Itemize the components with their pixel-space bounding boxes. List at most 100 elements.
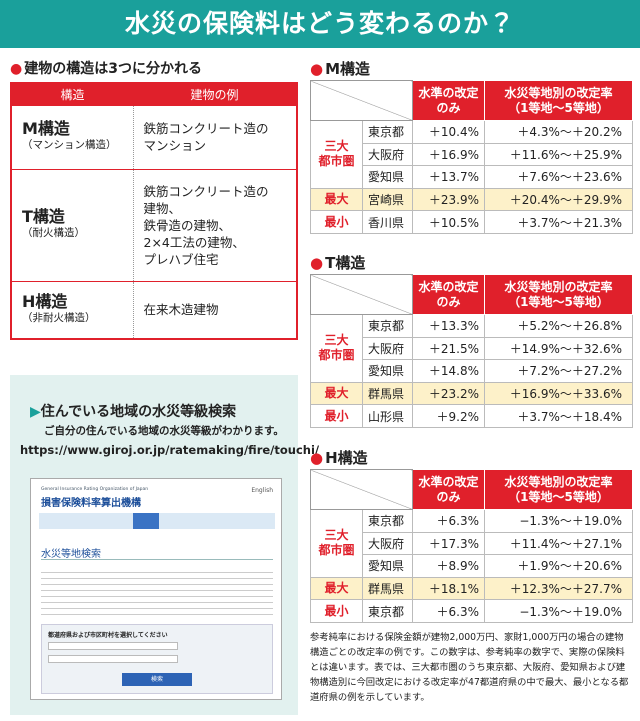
header-line: 水災等地別の改定率 xyxy=(504,474,613,489)
range-rate: ＋4.3%～＋20.2% xyxy=(484,120,633,144)
select[interactable] xyxy=(48,642,178,650)
rate-table: 水準の改定のみ 水災等地別の改定率 （1等地～5等地） 三大 都市圏 東京都 ＋13.3% ＋… xyxy=(310,274,633,428)
prefecture: 東京都 xyxy=(362,599,413,623)
structures-heading: ● 建物の構造は3つに分かれる xyxy=(10,61,202,77)
header-line: 水災等地別の改定率 xyxy=(504,85,613,100)
rate-row: 三大 都市圏 東京都 ＋13.3% ＋5.2%～＋26.8% xyxy=(310,314,633,383)
group-label: 最大 xyxy=(310,187,363,212)
structures-table: 構造 建物の例 M構造 （マンション構造） 鉄筋コンクリート造の マンション T構造 （耐… xyxy=(10,82,298,340)
heading-text: M構造 xyxy=(325,60,371,78)
org-name: 損害保険料率算出機構 xyxy=(41,498,141,509)
range-rate: ＋12.3%～＋27.7% xyxy=(484,576,633,601)
prefecture: 山形県 xyxy=(362,404,413,428)
level-rate: ＋23.2% xyxy=(412,381,485,406)
rate-row: 大阪府 ＋21.5% ＋14.9%～＋32.6% xyxy=(311,336,633,361)
rate-row: 愛知県 ＋14.8% ＋7.2%～＋27.2% xyxy=(311,359,633,383)
corner-cell xyxy=(310,469,413,510)
label-line: 三大 xyxy=(324,139,349,154)
structure-row: T構造 （耐火構造） 鉄筋コンクリート造の 建物、 鉄骨造の建物、 2×4工法の建物、 プレ… xyxy=(11,168,297,281)
range-rate: ＋3.7%～＋21.3% xyxy=(484,210,633,234)
search-heading: ▶住んでいる地域の水災等級検索 xyxy=(30,404,237,420)
range-rate: ＋1.9%～＋20.6% xyxy=(484,554,633,578)
rule xyxy=(41,559,273,560)
group-label: 三大 都市圏 xyxy=(310,120,363,189)
footnote: 参考純率における保険金額が建物2,000万円、家財1,000万円の場合の建物構造… xyxy=(310,632,629,703)
prefecture: 香川県 xyxy=(362,210,413,234)
example-line: 鉄骨造の建物、 xyxy=(143,217,232,233)
group-label: 最小 xyxy=(310,404,363,428)
bullet: ● xyxy=(310,254,324,272)
heading-text: 建物の構造は3つに分かれる xyxy=(24,61,202,77)
rate-row: 最大 宮崎県 ＋23.9% ＋20.4%～＋29.9% xyxy=(310,187,633,212)
header-cell: 建物の例 xyxy=(133,83,297,105)
structure-name: M構造 xyxy=(22,119,70,138)
structure-name: T構造 xyxy=(22,207,65,226)
header-row: 水準の改定のみ 水災等地別の改定率 （1等地～5等地） xyxy=(310,274,633,315)
level-rate: ＋13.3% xyxy=(412,314,485,338)
example-line: 鉄筋コンクリート造の xyxy=(143,121,269,136)
rate-row: 最大 群馬県 ＋23.2% ＋16.9%～＋33.6% xyxy=(310,381,633,406)
prefecture: 東京都 xyxy=(362,120,413,144)
nav-active xyxy=(133,513,159,529)
level-rate: ＋17.3% xyxy=(412,531,485,556)
example-line: 2×4工法の建物、 xyxy=(143,234,245,250)
range-rate: ＋3.7%～＋18.4% xyxy=(484,404,633,428)
search-url[interactable]: https://www.giroj.or.jp/ratemaking/fire/… xyxy=(20,443,320,457)
structure-cell: M構造 （マンション構造） xyxy=(11,104,134,169)
bullet: ● xyxy=(310,449,324,467)
level-rate: ＋13.7% xyxy=(412,165,485,189)
corner-cell xyxy=(310,80,413,121)
text-lines xyxy=(41,567,273,615)
prefecture: 愛知県 xyxy=(362,554,413,578)
header-cell: 水災等地別の改定率 （1等地～5等地） xyxy=(484,469,633,510)
rate-heading: ● M構造 xyxy=(310,58,370,79)
rate-table: 水準の改定のみ 水災等地別の改定率 （1等地～5等地） 三大 都市圏 東京都 ＋6.3% −1… xyxy=(310,469,633,623)
form-label: 都道府県および市区町村を選択してください xyxy=(48,632,168,639)
org-en: General Insurance Rating Organization of… xyxy=(41,487,149,492)
range-rate: ＋11.6%～＋25.9% xyxy=(484,142,633,167)
prefecture: 大阪府 xyxy=(362,142,413,167)
header-line: 水災等地別の改定率 xyxy=(504,279,613,294)
prefecture: 群馬県 xyxy=(362,576,413,601)
bullet: ● xyxy=(310,60,324,78)
level-rate: ＋8.9% xyxy=(412,554,485,578)
lang-link[interactable]: English xyxy=(251,487,273,494)
structure-cell: H構造 （非耐火構造） xyxy=(11,280,134,339)
prefecture: 宮崎県 xyxy=(362,187,413,212)
label-line: 三大 xyxy=(324,528,349,543)
examples-cell: 鉄筋コンクリート造の マンション xyxy=(133,104,297,169)
select[interactable] xyxy=(48,655,178,663)
label-line: 最大 xyxy=(324,581,349,596)
form: 都道府県および市区町村を選択してください 検索 xyxy=(41,624,273,694)
label-line: 都市圏 xyxy=(318,543,355,558)
rate-row: 最大 群馬県 ＋18.1% ＋12.3%～＋27.7% xyxy=(310,576,633,601)
label-line: 最大 xyxy=(324,386,349,401)
title: 水災の保険料はどう変わるのか？ xyxy=(0,0,640,48)
header-cell: 水準の改定のみ xyxy=(412,274,485,315)
prefecture: 愛知県 xyxy=(362,165,413,189)
nav-bar xyxy=(39,513,275,529)
group-label: 三大 都市圏 xyxy=(310,509,363,578)
header-row: 水準の改定のみ 水災等地別の改定率 （1等地～5等地） xyxy=(310,469,633,510)
structure-name: H構造 xyxy=(22,291,68,311)
search-subheading: ご自分の住んでいる地域の水災等級がわかります。 xyxy=(44,425,284,437)
level-rate: ＋23.9% xyxy=(412,187,485,212)
prefecture: 群馬県 xyxy=(362,381,413,406)
prefecture: 愛知県 xyxy=(362,359,413,383)
page-title: 水災等地検索 xyxy=(41,549,101,560)
structure-note: （非耐火構造） xyxy=(22,311,96,324)
group-label: 最小 xyxy=(310,210,363,234)
label-line: 最小 xyxy=(324,408,349,423)
rate-row: 三大 都市圏 東京都 ＋10.4% ＋4.3%～＋20.2% xyxy=(310,120,633,189)
header-cell: 水準の改定のみ xyxy=(412,80,485,121)
structure-note: （マンション構造） xyxy=(22,139,117,151)
range-rate: ＋20.4%～＋29.9% xyxy=(484,187,633,212)
label-line: 最小 xyxy=(324,214,349,229)
rate-row: 愛知県 ＋8.9% ＋1.9%～＋20.6% xyxy=(311,554,633,578)
prefecture: 大阪府 xyxy=(362,531,413,556)
search-button[interactable]: 検索 xyxy=(122,673,192,686)
structure-note: （耐火構造） xyxy=(22,227,85,239)
level-rate: ＋16.9% xyxy=(412,142,485,167)
range-rate: ＋11.4%～＋27.1% xyxy=(484,531,633,556)
